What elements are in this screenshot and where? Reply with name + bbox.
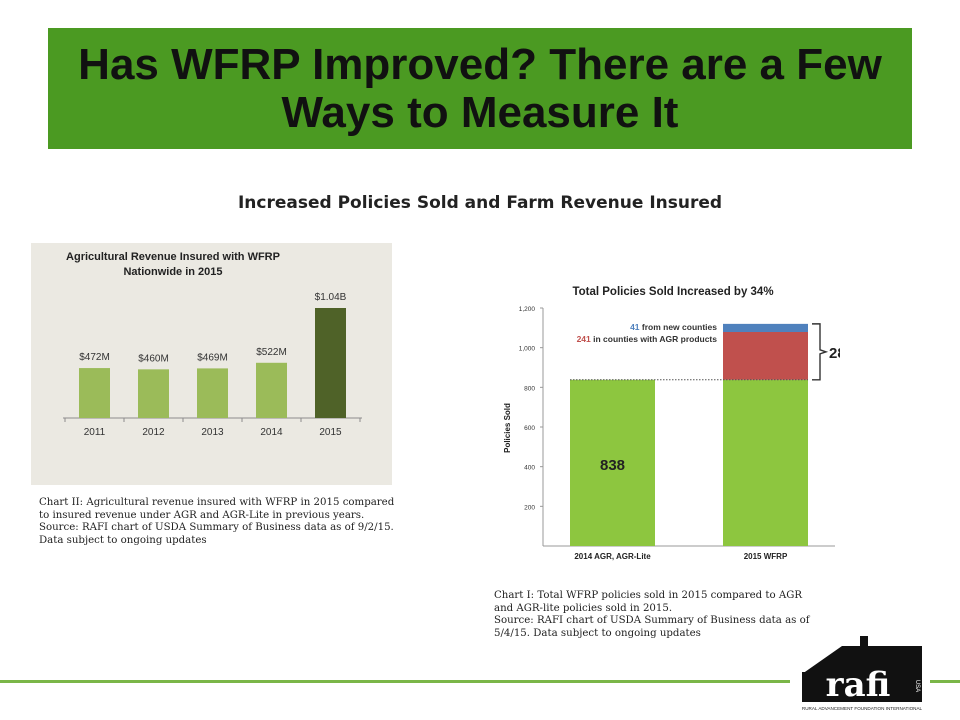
increase-bracket bbox=[812, 323, 829, 381]
bar-segment bbox=[723, 323, 808, 332]
slide-title: Has WFRP Improved? There are a Few Ways … bbox=[78, 39, 882, 137]
policies-caption-line: Chart I: Total WFRP policies sold in 201… bbox=[494, 590, 803, 601]
data-label: $460M bbox=[138, 353, 169, 364]
x-tick-label: 2015 bbox=[319, 427, 342, 438]
bar-segment bbox=[570, 379, 655, 546]
logo-tagline: RURAL ADVANCEMENT FOUNDATION INTERNATION… bbox=[802, 706, 923, 711]
x-tick-label: 2011 bbox=[84, 427, 106, 438]
increase-label: 282 bbox=[829, 345, 840, 362]
bar bbox=[315, 308, 346, 418]
revenue-chart: Agricultural Revenue Insured with WFRP Na… bbox=[63, 251, 362, 438]
bar bbox=[256, 362, 287, 418]
data-label: $472M bbox=[79, 352, 110, 363]
y-tick-label: 1,000 bbox=[519, 346, 536, 353]
data-label: $1.04B bbox=[315, 292, 347, 303]
x-category-label: 2014 AGR, AGR-Lite bbox=[574, 552, 651, 561]
title-banner: Has WFRP Improved? There are a Few Ways … bbox=[48, 28, 912, 149]
x-tick-label: 2014 bbox=[260, 427, 283, 438]
revenue-caption-line: to insured revenue under AGR and AGR-Lit… bbox=[39, 509, 365, 521]
y-tick-label: 1,200 bbox=[519, 306, 536, 313]
chart-title-line: Nationwide in 2015 bbox=[123, 266, 222, 278]
y-axis-label: Policies Sold bbox=[503, 403, 512, 453]
bar bbox=[79, 368, 110, 418]
bar bbox=[197, 368, 228, 418]
revenue-caption-line: Chart II: Agricultural revenue insured w… bbox=[39, 497, 395, 508]
bar-segment bbox=[723, 379, 808, 546]
policies-caption-line: 5/4/15. Data subject to ongoing updates bbox=[494, 627, 701, 639]
x-category-label: 2015 WFRP bbox=[744, 552, 788, 561]
barn-roof-icon bbox=[802, 636, 922, 674]
policies-caption-line: and AGR-lite policies sold in 2015. bbox=[494, 602, 673, 614]
legend-entry: 241 in counties with AGR products bbox=[577, 334, 718, 344]
policies-chart: Total Policies Sold Increased by 34% 200 4… bbox=[495, 278, 840, 573]
chart-title: Total Policies Sold Increased by 34% bbox=[572, 286, 773, 298]
data-label: $522M bbox=[256, 347, 287, 358]
chart-title-line: Agricultural Revenue Insured with WFRP bbox=[66, 251, 280, 263]
logo-body bbox=[802, 672, 922, 702]
bar bbox=[138, 369, 169, 418]
revenue-caption-line: Source: RAFI chart of USDA Summary of Bu… bbox=[39, 522, 394, 533]
legend-entry: 41 from new counties bbox=[630, 322, 717, 332]
footer-rule-right bbox=[930, 680, 960, 683]
logo-usa: USA bbox=[914, 680, 920, 692]
data-label: $469M bbox=[197, 352, 228, 363]
bar-value-label: 838 bbox=[600, 457, 625, 474]
footer-rule bbox=[0, 680, 790, 683]
revenue-caption-line: Data subject to ongoing updates bbox=[39, 534, 207, 546]
bar-segment bbox=[723, 331, 808, 380]
y-tick-label: 200 bbox=[524, 504, 535, 511]
y-tick-label: 600 bbox=[524, 425, 535, 432]
y-tick-label: 800 bbox=[524, 385, 535, 392]
x-tick-label: 2013 bbox=[201, 427, 224, 438]
revenue-chart-panel: Agricultural Revenue Insured with WFRP Na… bbox=[31, 243, 392, 485]
revenue-chart-caption: Chart II: Agricultural revenue insured w… bbox=[39, 497, 394, 547]
policies-chart-caption: Chart I: Total WFRP policies sold in 201… bbox=[494, 590, 810, 640]
rafi-logo: rafi USA RURAL ADVANCEMENT FOUNDATION IN… bbox=[798, 634, 928, 714]
x-tick-label: 2012 bbox=[142, 427, 165, 438]
policies-caption-line: Source: RAFI chart of USDA Summary of Bu… bbox=[494, 615, 810, 626]
slide-subtitle: Increased Policies Sold and Farm Revenue… bbox=[237, 193, 723, 213]
y-tick-label: 400 bbox=[524, 465, 535, 472]
policies-chart-panel: Total Policies Sold Increased by 34% 200 4… bbox=[495, 278, 840, 573]
logo-wordmark: rafi bbox=[826, 665, 891, 705]
